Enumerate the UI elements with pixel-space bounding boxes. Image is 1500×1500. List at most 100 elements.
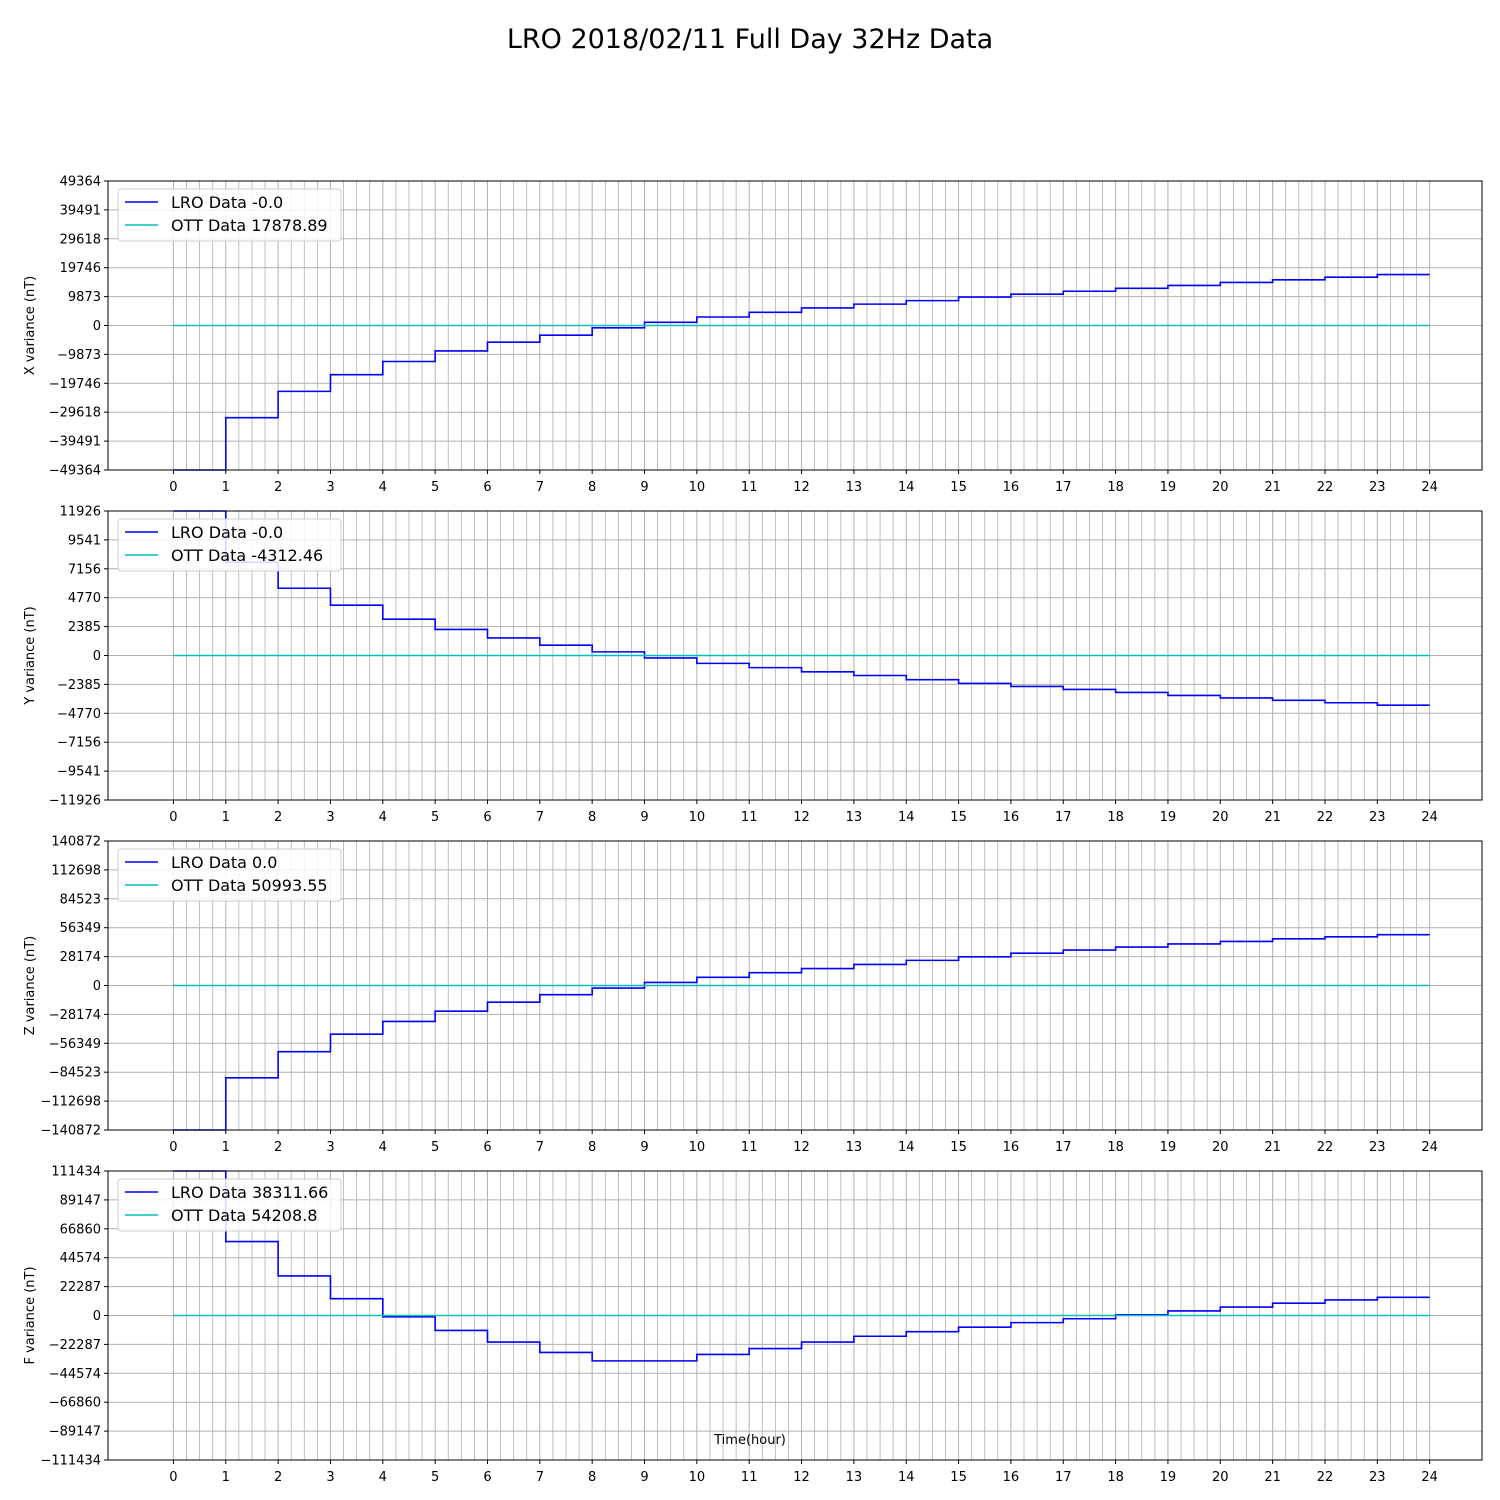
x-tick-label: 0 [169, 810, 177, 825]
x-tick-label: 24 [1421, 480, 1438, 495]
x-tick-label: 23 [1369, 1470, 1386, 1485]
y-tick-label: 9873 [68, 290, 101, 305]
x-tick-label: 14 [898, 810, 915, 825]
legend-entry: LRO Data 38311.66 [171, 1183, 328, 1202]
x-tick-label: 17 [1055, 1140, 1072, 1155]
x-tick-label: 4 [379, 1470, 387, 1485]
y-tick-label: 7156 [68, 562, 101, 577]
y-tick-label: 84523 [60, 892, 101, 907]
legend-entry: OTT Data -4312.46 [171, 546, 323, 565]
x-tick-label: 15 [950, 1470, 967, 1485]
x-tick-label: 6 [483, 1470, 491, 1485]
x-tick-label: 3 [326, 480, 334, 495]
y-tick-label: 44574 [60, 1251, 101, 1266]
y-tick-label: 0 [93, 649, 101, 664]
x-tick-label: 8 [588, 480, 596, 495]
x-tick-label: 22 [1317, 480, 1334, 495]
y-tick-label: 9541 [68, 533, 101, 548]
x-tick-label: 19 [1160, 1140, 1177, 1155]
x-tick-label: 2 [274, 1140, 282, 1155]
x-tick-label: 20 [1212, 1140, 1229, 1155]
y-tick-label: 111434 [51, 1165, 101, 1180]
x-tick-label: 22 [1317, 1140, 1334, 1155]
y-tick-label: −28174 [49, 1008, 101, 1023]
y-tick-label: 2385 [68, 620, 101, 635]
x-tick-label: 18 [1107, 810, 1124, 825]
x-tick-label: 21 [1264, 810, 1281, 825]
x-tick-label: 0 [169, 1140, 177, 1155]
y-tick-label: −11926 [49, 794, 101, 809]
x-tick-label: 18 [1107, 1470, 1124, 1485]
legend: LRO Data 38311.66 OTT Data 54208.8 [117, 1178, 342, 1232]
x-tick-label: 11 [741, 480, 758, 495]
x-tick-label: 20 [1212, 480, 1229, 495]
x-tick-label: 2 [274, 810, 282, 825]
x-tick-label: 14 [898, 480, 915, 495]
x-tick-label: 20 [1212, 810, 1229, 825]
x-tick-label: 16 [1003, 480, 1020, 495]
y-tick-label: −112698 [40, 1095, 101, 1110]
y-axis-label: X variance (nT) [23, 276, 38, 375]
x-tick-label: 7 [536, 1140, 544, 1155]
x-tick-label: 24 [1421, 1140, 1438, 1155]
x-tick-label: 15 [950, 1140, 967, 1155]
x-tick-label: 1 [222, 1470, 230, 1485]
x-tick-label: 21 [1264, 1140, 1281, 1155]
panel-2: 1192695417156477023850−2385−4770−7156−95… [23, 505, 1483, 825]
y-tick-label: −89147 [49, 1425, 101, 1440]
x-tick-label: 17 [1055, 480, 1072, 495]
y-tick-label: −9541 [57, 765, 101, 780]
x-tick-label: 3 [326, 810, 334, 825]
y-tick-label: −56349 [49, 1037, 101, 1052]
y-axis-label: Y variance (nT) [23, 606, 38, 706]
x-tick-label: 5 [431, 480, 439, 495]
x-tick-label: 7 [536, 1470, 544, 1485]
y-axis-label: F variance (nT) [23, 1266, 38, 1364]
y-tick-label: −2385 [57, 678, 101, 693]
x-tick-label: 16 [1003, 1140, 1020, 1155]
x-tick-label: 23 [1369, 1140, 1386, 1155]
x-tick-label: 9 [640, 480, 648, 495]
x-tick-label: 13 [846, 1470, 863, 1485]
x-tick-label: 1 [222, 480, 230, 495]
y-tick-label: 19746 [60, 261, 101, 276]
x-tick-label: 16 [1003, 1470, 1020, 1485]
y-tick-label: 0 [93, 319, 101, 334]
legend-box [117, 1178, 342, 1232]
y-tick-label: −9873 [57, 348, 101, 363]
x-tick-label: 3 [326, 1140, 334, 1155]
legend: LRO Data -0.0 OTT Data 17878.89 [117, 188, 342, 242]
y-tick-label: −44574 [49, 1367, 101, 1382]
legend-entry: OTT Data 50993.55 [171, 876, 328, 895]
y-tick-label: −7156 [57, 736, 101, 751]
x-tick-label: 2 [274, 480, 282, 495]
y-tick-label: −111434 [40, 1454, 101, 1469]
y-tick-label: 28174 [60, 950, 101, 965]
x-tick-label: 13 [846, 480, 863, 495]
x-tick-label: 9 [640, 810, 648, 825]
x-tick-label: 4 [379, 1140, 387, 1155]
x-tick-label: 19 [1160, 480, 1177, 495]
x-tick-label: 12 [793, 810, 810, 825]
x-tick-label: 8 [588, 810, 596, 825]
x-tick-label: 24 [1421, 810, 1438, 825]
y-tick-label: 11926 [60, 505, 101, 520]
y-tick-label: 140872 [51, 835, 101, 850]
x-tick-label: 10 [689, 1470, 706, 1485]
y-tick-label: 112698 [51, 863, 101, 878]
y-tick-label: −49364 [49, 464, 101, 479]
legend-entry: OTT Data 54208.8 [171, 1206, 317, 1225]
legend-entry: OTT Data 17878.89 [171, 216, 328, 235]
x-tick-label: 23 [1369, 480, 1386, 495]
x-tick-label: 22 [1317, 1470, 1334, 1485]
x-tick-label: 10 [689, 1140, 706, 1155]
y-tick-label: 49364 [60, 175, 101, 190]
x-tick-label: 23 [1369, 810, 1386, 825]
y-tick-label: −84523 [49, 1066, 101, 1081]
x-tick-label: 13 [846, 810, 863, 825]
series-line-lro [173, 273, 1430, 471]
y-tick-label: 22287 [60, 1280, 101, 1295]
y-tick-label: −29618 [49, 406, 101, 421]
x-tick-label: 15 [950, 810, 967, 825]
